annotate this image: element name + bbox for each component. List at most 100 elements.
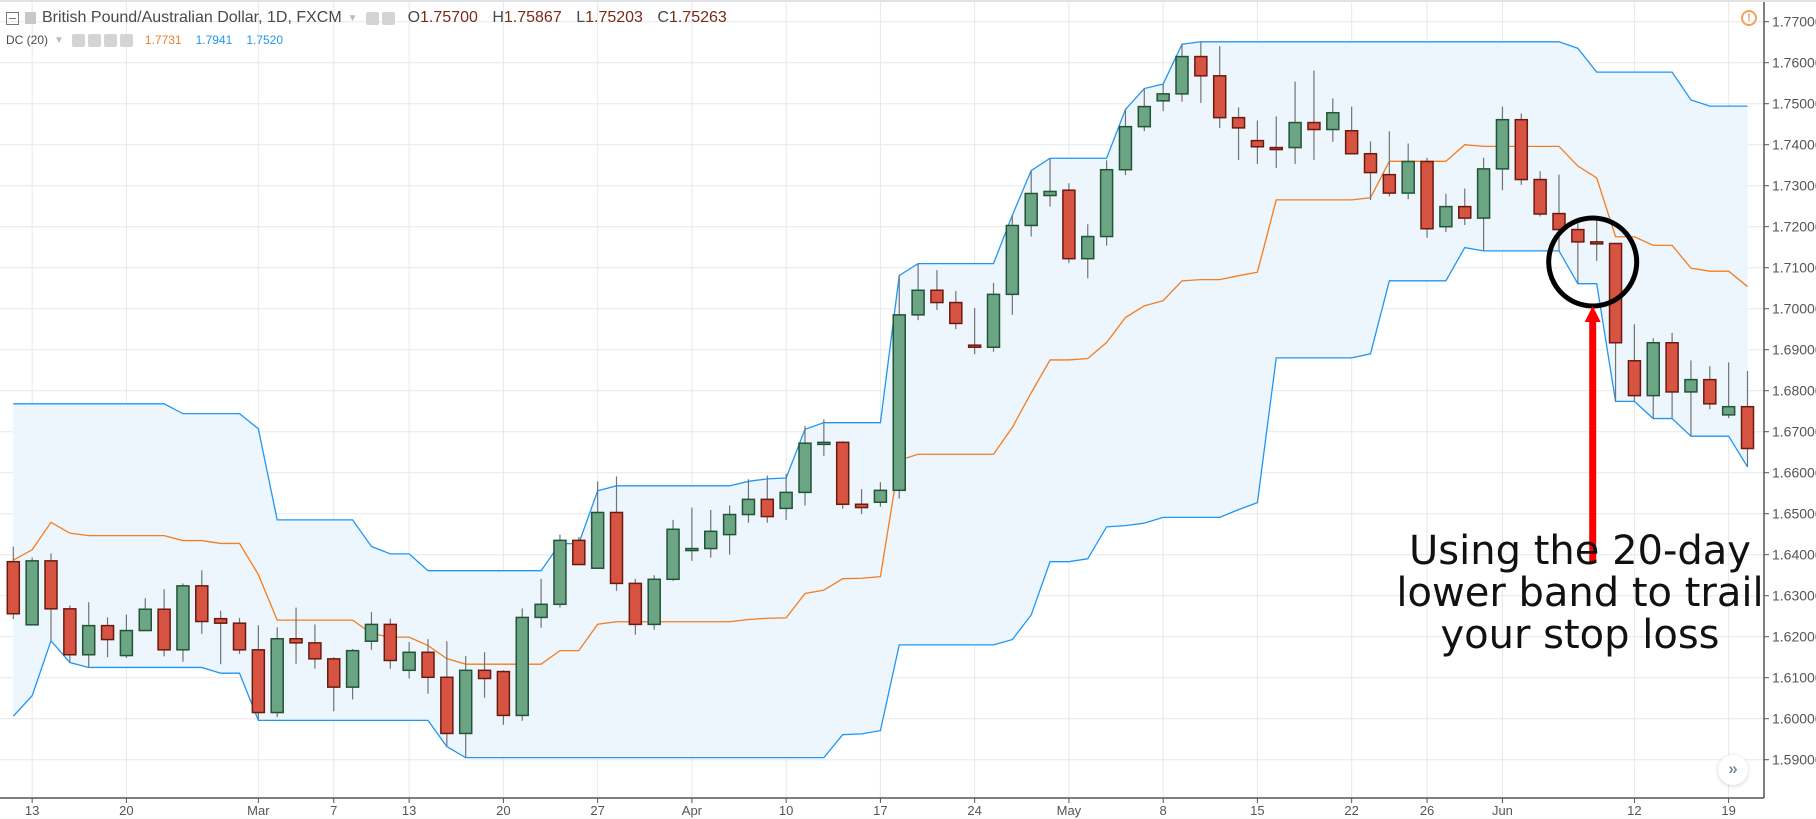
y-tick-label: 1.70000 bbox=[1772, 301, 1816, 317]
candle-body bbox=[383, 623, 398, 662]
candle-body bbox=[1344, 130, 1359, 155]
candle-body bbox=[1665, 341, 1679, 393]
collapse-icon[interactable] bbox=[6, 11, 19, 25]
candle-up bbox=[741, 479, 756, 523]
candle-body bbox=[440, 676, 454, 735]
ohlc-values: O1.75700 H1.75867 L1.75203 C1.75263 bbox=[408, 9, 737, 27]
candle-body bbox=[63, 608, 77, 656]
candle-body bbox=[44, 560, 58, 610]
x-tick-label: 22 bbox=[1344, 803, 1358, 818]
high-value: 1.75867 bbox=[503, 9, 562, 26]
plus-icon[interactable] bbox=[103, 33, 117, 47]
candle-body bbox=[1420, 160, 1434, 230]
symbol-title[interactable]: British Pound/Australian Dollar, 1D, FXC… bbox=[42, 9, 342, 26]
indicator-label[interactable]: DC (20) bbox=[6, 33, 49, 47]
candle-body bbox=[1156, 93, 1170, 102]
candle-body bbox=[1495, 118, 1510, 170]
candle-up bbox=[1175, 44, 1189, 102]
x-tick-label: 15 bbox=[1250, 803, 1264, 818]
candle-down bbox=[477, 652, 492, 698]
dc-upper-line bbox=[13, 41, 1748, 572]
warning-icon[interactable]: ! bbox=[1741, 10, 1757, 26]
donchian-channel bbox=[12, 41, 1749, 759]
candle-up bbox=[1439, 193, 1453, 233]
candle-body bbox=[1439, 205, 1453, 228]
candle-up bbox=[892, 275, 906, 499]
candle-body bbox=[25, 560, 39, 626]
x-tick-label: 10 bbox=[779, 803, 793, 818]
candle-up bbox=[685, 507, 699, 561]
open-label: O bbox=[407, 9, 421, 26]
y-tick-label: 1.77000 bbox=[1772, 14, 1816, 30]
candle-body bbox=[1043, 190, 1057, 197]
chevron-down-icon[interactable]: ▼ bbox=[54, 34, 64, 46]
candle-body bbox=[1326, 111, 1340, 131]
candle-down bbox=[1212, 46, 1227, 128]
candle-down bbox=[949, 291, 963, 330]
candle-body bbox=[251, 649, 266, 714]
candle-down bbox=[157, 589, 171, 657]
candle-body bbox=[270, 638, 284, 714]
candle-up bbox=[1118, 109, 1133, 176]
x-tick-label: 26 bbox=[1420, 803, 1434, 818]
candle-up bbox=[1081, 224, 1095, 279]
candle-up bbox=[986, 282, 1001, 352]
y-tick-label: 1.72000 bbox=[1772, 219, 1816, 235]
low-label: L bbox=[576, 9, 586, 26]
candle-down bbox=[1250, 120, 1265, 164]
x-tick-label: 24 bbox=[967, 803, 981, 818]
candle-up bbox=[704, 510, 718, 558]
x-tick-label: 7 bbox=[330, 803, 337, 818]
candle-body bbox=[760, 498, 775, 518]
x-tick-label: 13 bbox=[402, 803, 416, 818]
candle-body bbox=[1024, 192, 1038, 227]
candle-body bbox=[817, 441, 831, 446]
candle-body bbox=[496, 670, 511, 717]
candle-up bbox=[515, 608, 529, 721]
y-tick-label: 1.71000 bbox=[1772, 260, 1816, 276]
close-label: C bbox=[657, 9, 669, 26]
x-tick-label: 19 bbox=[1721, 803, 1735, 818]
candle-body bbox=[458, 669, 473, 735]
scroll-to-realtime-button[interactable]: » bbox=[1718, 755, 1748, 785]
y-tick-label: 1.68000 bbox=[1772, 383, 1816, 399]
candle-body bbox=[704, 530, 718, 550]
candle-down bbox=[1307, 70, 1321, 160]
eye-icon[interactable] bbox=[365, 11, 379, 25]
candle-up bbox=[270, 627, 284, 718]
candle-down bbox=[44, 553, 58, 641]
candle-down bbox=[1740, 371, 1755, 467]
annotation-line: your stop loss bbox=[1440, 612, 1720, 658]
candle-body bbox=[534, 603, 548, 619]
candle-body bbox=[421, 651, 435, 679]
candle-down bbox=[628, 578, 643, 635]
candle-body bbox=[1514, 118, 1529, 181]
candle-up bbox=[1721, 362, 1736, 419]
candle-body bbox=[798, 442, 812, 494]
candle-body bbox=[1194, 55, 1208, 77]
x-tick-label: 8 bbox=[1160, 803, 1167, 818]
eye-icon[interactable] bbox=[71, 33, 85, 47]
candle-body bbox=[138, 608, 152, 632]
candle-body bbox=[1684, 378, 1698, 393]
chevron-down-icon[interactable]: ▼ bbox=[347, 12, 358, 24]
candle-up bbox=[138, 598, 152, 632]
candle-up bbox=[666, 519, 680, 581]
candle-up bbox=[873, 482, 888, 507]
candle-body bbox=[6, 560, 21, 615]
close-icon[interactable] bbox=[119, 33, 133, 47]
gear-icon[interactable] bbox=[381, 11, 395, 25]
candle-down bbox=[1194, 41, 1208, 103]
candle-up bbox=[176, 583, 190, 662]
candle-up bbox=[1288, 81, 1302, 164]
close-value: 1.75263 bbox=[668, 9, 727, 26]
candle-body bbox=[232, 622, 247, 651]
candle-body bbox=[289, 638, 303, 644]
low-value: 1.75203 bbox=[585, 9, 643, 26]
candle-body bbox=[1288, 121, 1302, 149]
candle-down bbox=[1458, 188, 1472, 226]
gear-icon[interactable] bbox=[87, 33, 101, 47]
candle-down bbox=[572, 537, 586, 566]
annotation-line: Using the 20-day bbox=[1409, 528, 1751, 574]
